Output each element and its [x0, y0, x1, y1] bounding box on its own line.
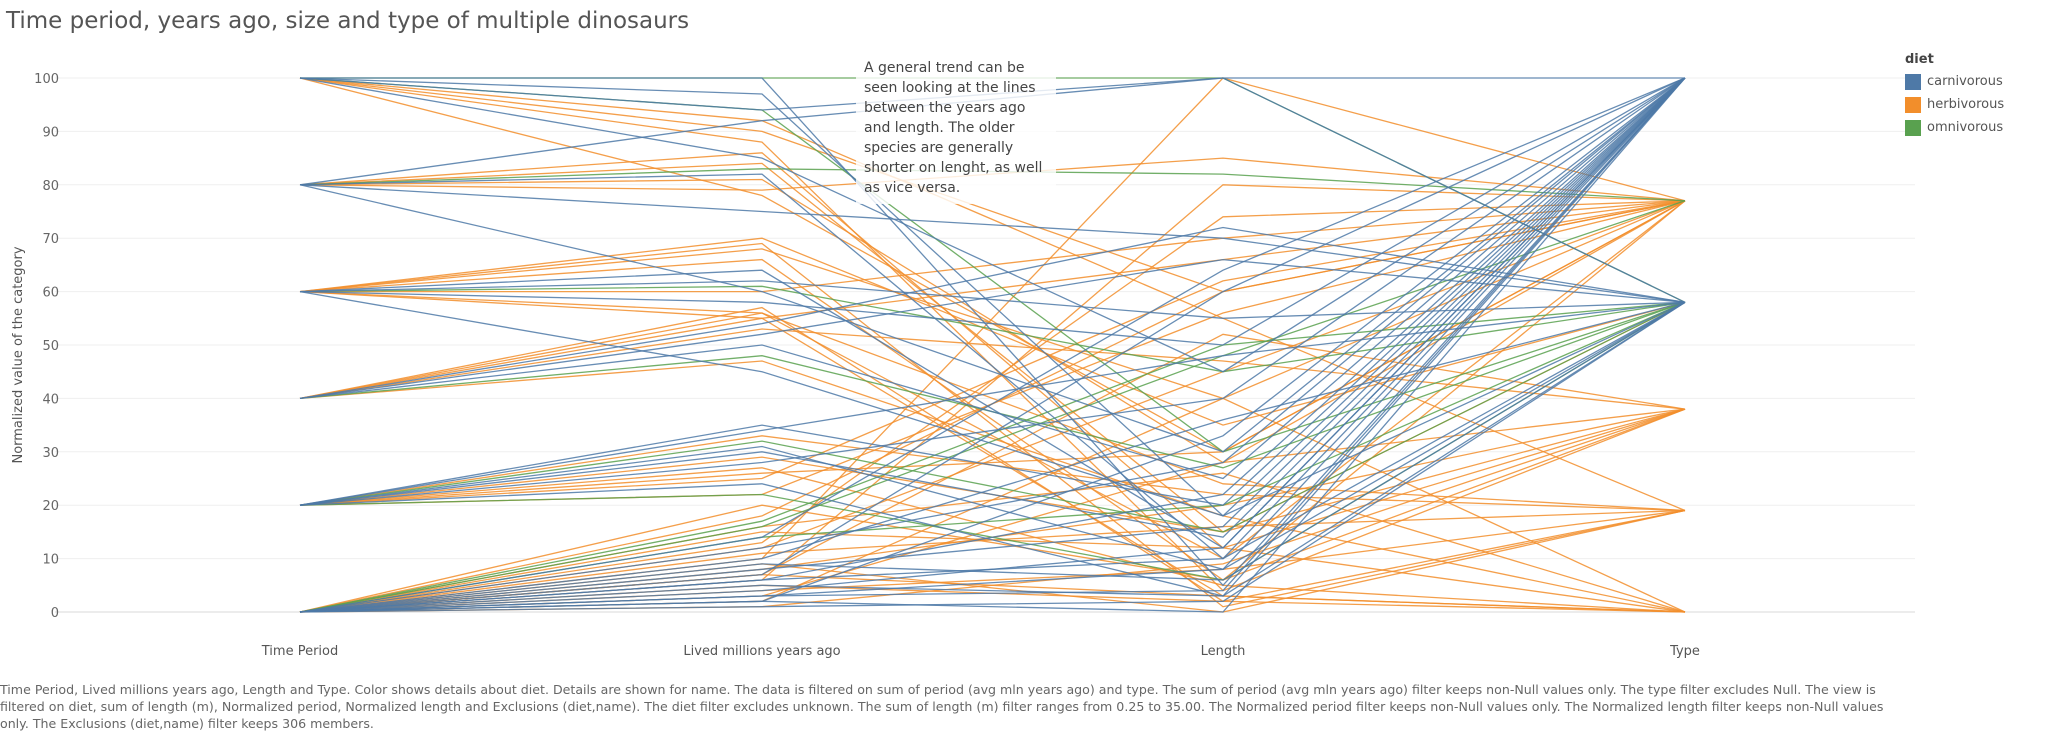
chart-title: Time period, years ago, size and type of… [6, 8, 690, 34]
series-line-carnivorous[interactable] [299, 77, 1686, 613]
y-axis-label: Normalized value of the category [11, 246, 26, 463]
series-line-carnivorous[interactable] [299, 77, 1686, 480]
series-line-carnivorous[interactable] [299, 77, 1686, 613]
series-line-herbivorous[interactable] [299, 467, 1686, 613]
series-line-carnivorous[interactable] [299, 301, 1686, 613]
x-axis-label: Length [1201, 644, 1246, 659]
legend-label-herbivorous: herbivorous [1927, 97, 2005, 112]
series-line-herbivorous[interactable] [299, 290, 1686, 512]
series-line-carnivorous[interactable] [299, 77, 1686, 538]
x-axis-label: Type [1669, 644, 1700, 659]
series-line-carnivorous[interactable] [299, 77, 1686, 613]
series-line-omnivorous[interactable] [299, 301, 1686, 533]
series-line-omnivorous[interactable] [299, 200, 1686, 613]
series-line-herbivorous[interactable] [299, 360, 1686, 613]
series-line-carnivorous[interactable] [299, 77, 1686, 613]
series-line-herbivorous[interactable] [299, 509, 1686, 613]
x-axis-label: Time Period [261, 644, 338, 659]
legend-title: diet [1905, 52, 1934, 67]
y-tick-label: 30 [42, 446, 59, 461]
series-line-herbivorous[interactable] [299, 584, 1686, 613]
y-tick-label: 50 [42, 339, 59, 354]
legend-item-carnivorous[interactable]: carnivorous [1905, 70, 2004, 93]
series-line-carnivorous[interactable] [299, 258, 1686, 400]
y-tick-label: 0 [51, 606, 59, 621]
series-line-herbivorous[interactable] [299, 408, 1686, 613]
series-line-herbivorous[interactable] [299, 408, 1686, 613]
y-tick-label: 20 [42, 499, 59, 514]
series-line-carnivorous[interactable] [299, 301, 1686, 613]
series-line-herbivorous[interactable] [299, 200, 1686, 613]
series-line-herbivorous[interactable] [299, 333, 1686, 613]
legend-swatch-omnivorous [1905, 119, 1921, 136]
legend-item-omnivorous[interactable]: omnivorous [1905, 116, 2004, 139]
y-tick-label: 90 [42, 125, 59, 140]
data-lines [299, 77, 1686, 613]
series-line-carnivorous[interactable] [299, 77, 1686, 560]
series-line-carnivorous[interactable] [299, 280, 1686, 319]
series-line-herbivorous[interactable] [299, 200, 1686, 400]
annotation-box: A general trend can be seen looking at t… [856, 54, 1056, 204]
series-line-carnivorous[interactable] [299, 77, 1686, 373]
y-tick-label: 80 [42, 179, 59, 194]
legend: diet carnivorous herbivorous omnivorous [1905, 52, 2004, 139]
caption-text: Time Period, Lived millions years ago, L… [0, 682, 1884, 731]
series-line-herbivorous[interactable] [299, 408, 1686, 613]
y-tick-label: 10 [42, 553, 59, 568]
series-line-carnivorous[interactable] [299, 77, 1686, 506]
series-line-carnivorous[interactable] [299, 301, 1686, 597]
series-line-carnivorous[interactable] [299, 77, 1686, 346]
y-tick-label: 60 [42, 286, 59, 301]
legend-item-herbivorous[interactable]: herbivorous [1905, 93, 2004, 116]
series-line-herbivorous[interactable] [299, 258, 1686, 581]
series-line-carnivorous[interactable] [299, 77, 1686, 517]
x-axis-label: Lived millions years ago [683, 644, 840, 659]
series-line-herbivorous[interactable] [299, 509, 1686, 613]
series-line-herbivorous[interactable] [299, 242, 1686, 608]
series-line-carnivorous[interactable] [299, 301, 1686, 613]
y-tick-label: 40 [42, 392, 59, 407]
series-line-carnivorous[interactable] [299, 301, 1686, 613]
series-line-carnivorous[interactable] [299, 301, 1686, 506]
y-tick-label: 70 [42, 232, 59, 247]
series-line-herbivorous[interactable] [299, 200, 1686, 613]
series-line-herbivorous[interactable] [299, 200, 1686, 613]
series-line-carnivorous[interactable] [300, 77, 1686, 587]
series-line-herbivorous[interactable] [299, 77, 1686, 512]
series-line-carnivorous[interactable] [299, 77, 1686, 613]
series-line-herbivorous[interactable] [299, 408, 1686, 613]
series-line-carnivorous[interactable] [299, 77, 1686, 571]
series-line-carnivorous[interactable] [299, 226, 1686, 400]
series-line-herbivorous[interactable] [299, 509, 1686, 613]
legend-swatch-carnivorous [1905, 73, 1921, 90]
series-line-herbivorous[interactable] [299, 200, 1686, 506]
series-line-herbivorous[interactable] [299, 200, 1686, 560]
series-line-carnivorous[interactable] [299, 77, 1686, 613]
series-line-carnivorous[interactable] [299, 77, 1686, 506]
series-line-carnivorous[interactable] [299, 77, 1686, 517]
series-line-herbivorous[interactable] [299, 200, 1686, 613]
y-tick-label: 100 [34, 72, 59, 87]
series-line-herbivorous[interactable] [299, 152, 1686, 613]
series-line-carnivorous[interactable] [299, 77, 1686, 613]
axes: 0 10 20 30 40 50 60 70 80 90 100 Time Period Lived m… [34, 72, 1700, 659]
legend-label-omnivorous: omnivorous [1927, 120, 2004, 135]
legend-label-carnivorous: carnivorous [1927, 74, 2003, 89]
legend-swatch-herbivorous [1905, 96, 1921, 113]
